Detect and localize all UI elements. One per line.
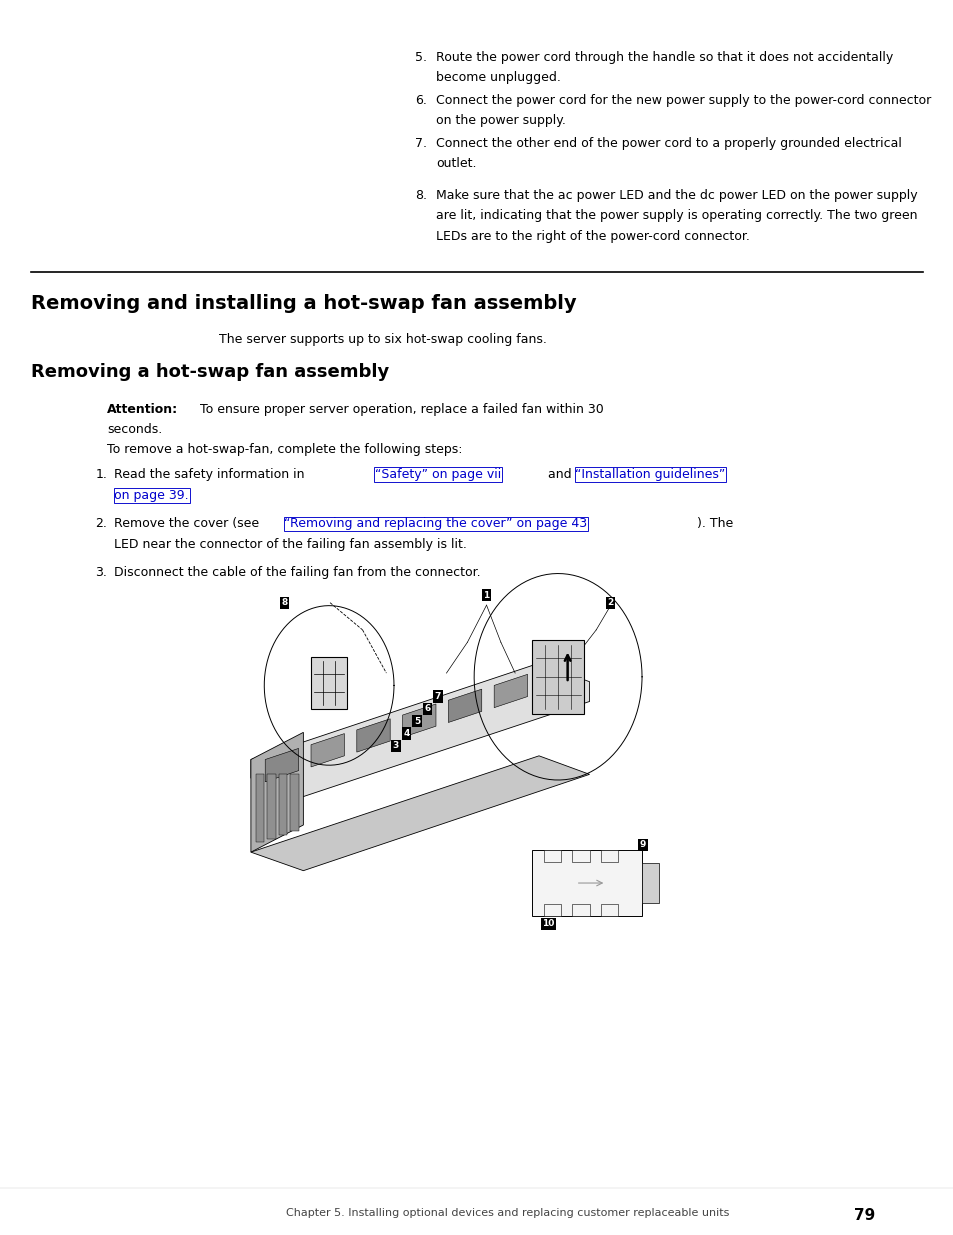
FancyBboxPatch shape [543, 904, 560, 916]
Text: 3: 3 [393, 741, 398, 751]
Text: Make sure that the ac power LED and the dc power LED on the power supply: Make sure that the ac power LED and the … [436, 189, 917, 203]
Text: To remove a hot-swap-fan, complete the following steps:: To remove a hot-swap-fan, complete the f… [107, 443, 462, 457]
Text: 8: 8 [281, 598, 287, 608]
Text: are lit, indicating that the power supply is operating correctly. The two green: are lit, indicating that the power suppl… [436, 209, 917, 222]
Polygon shape [311, 734, 344, 767]
Text: Removing a hot-swap fan assembly: Removing a hot-swap fan assembly [30, 363, 389, 382]
Polygon shape [251, 732, 303, 852]
Text: 4: 4 [403, 729, 409, 739]
FancyBboxPatch shape [255, 774, 264, 842]
Text: 6: 6 [424, 704, 430, 714]
Text: on page 39.: on page 39. [114, 489, 189, 503]
FancyBboxPatch shape [641, 863, 659, 903]
FancyBboxPatch shape [311, 657, 347, 709]
Text: Remove the cover (see: Remove the cover (see [114, 517, 263, 531]
FancyBboxPatch shape [572, 850, 589, 862]
Text: 2.: 2. [95, 517, 107, 531]
Text: The server supports up to six hot-swap cooling fans.: The server supports up to six hot-swap c… [219, 333, 547, 347]
FancyBboxPatch shape [532, 850, 641, 916]
FancyBboxPatch shape [290, 774, 298, 831]
Text: “Installation guidelines”: “Installation guidelines” [575, 468, 724, 482]
Text: LED near the connector of the failing fan assembly is lit.: LED near the connector of the failing fa… [114, 538, 467, 552]
Text: 5: 5 [414, 716, 419, 726]
FancyBboxPatch shape [572, 904, 589, 916]
Polygon shape [251, 663, 589, 797]
Text: 3.: 3. [95, 566, 107, 579]
Text: Connect the power cord for the new power supply to the power-cord connector: Connect the power cord for the new power… [436, 94, 930, 107]
Text: outlet.: outlet. [436, 157, 476, 170]
Text: LEDs are to the right of the power-cord connector.: LEDs are to the right of the power-cord … [436, 230, 749, 243]
Text: To ensure proper server operation, replace a failed fan within 30: To ensure proper server operation, repla… [200, 403, 603, 416]
FancyBboxPatch shape [600, 904, 618, 916]
Text: “Removing and replacing the cover” on page 43: “Removing and replacing the cover” on pa… [284, 517, 587, 531]
Text: Connect the other end of the power cord to a properly grounded electrical: Connect the other end of the power cord … [436, 137, 901, 151]
Text: Attention:: Attention: [107, 403, 178, 416]
Text: 7: 7 [435, 692, 440, 701]
FancyBboxPatch shape [543, 850, 560, 862]
Text: 2: 2 [607, 598, 613, 608]
Text: and: and [543, 468, 575, 482]
Polygon shape [251, 756, 589, 871]
Text: 9: 9 [639, 840, 645, 850]
Text: 5.: 5. [415, 51, 427, 64]
Text: 1: 1 [483, 590, 489, 600]
Text: 6.: 6. [415, 94, 426, 107]
Polygon shape [265, 748, 298, 782]
Text: 10: 10 [542, 919, 554, 929]
Polygon shape [448, 689, 481, 722]
Text: Read the safety information in: Read the safety information in [114, 468, 309, 482]
Text: ). The: ). The [697, 517, 733, 531]
FancyBboxPatch shape [531, 640, 583, 714]
FancyBboxPatch shape [278, 774, 287, 835]
Text: Removing and installing a hot-swap fan assembly: Removing and installing a hot-swap fan a… [30, 294, 576, 312]
Text: 1.: 1. [95, 468, 107, 482]
Text: “Safety” on page vii: “Safety” on page vii [375, 468, 500, 482]
Text: 79: 79 [853, 1208, 874, 1223]
Text: seconds.: seconds. [107, 422, 162, 436]
Text: on the power supply.: on the power supply. [436, 115, 565, 127]
Text: Route the power cord through the handle so that it does not accidentally: Route the power cord through the handle … [436, 51, 892, 64]
Text: Disconnect the cable of the failing fan from the connector.: Disconnect the cable of the failing fan … [114, 566, 480, 579]
Polygon shape [402, 704, 436, 737]
Text: become unplugged.: become unplugged. [436, 72, 560, 84]
FancyBboxPatch shape [267, 774, 275, 839]
Text: 8.: 8. [415, 189, 427, 203]
Polygon shape [494, 674, 527, 708]
Polygon shape [356, 719, 390, 752]
Text: Chapter 5. Installing optional devices and replacing customer replaceable units: Chapter 5. Installing optional devices a… [286, 1208, 729, 1218]
Text: 7.: 7. [415, 137, 427, 151]
FancyBboxPatch shape [600, 850, 618, 862]
